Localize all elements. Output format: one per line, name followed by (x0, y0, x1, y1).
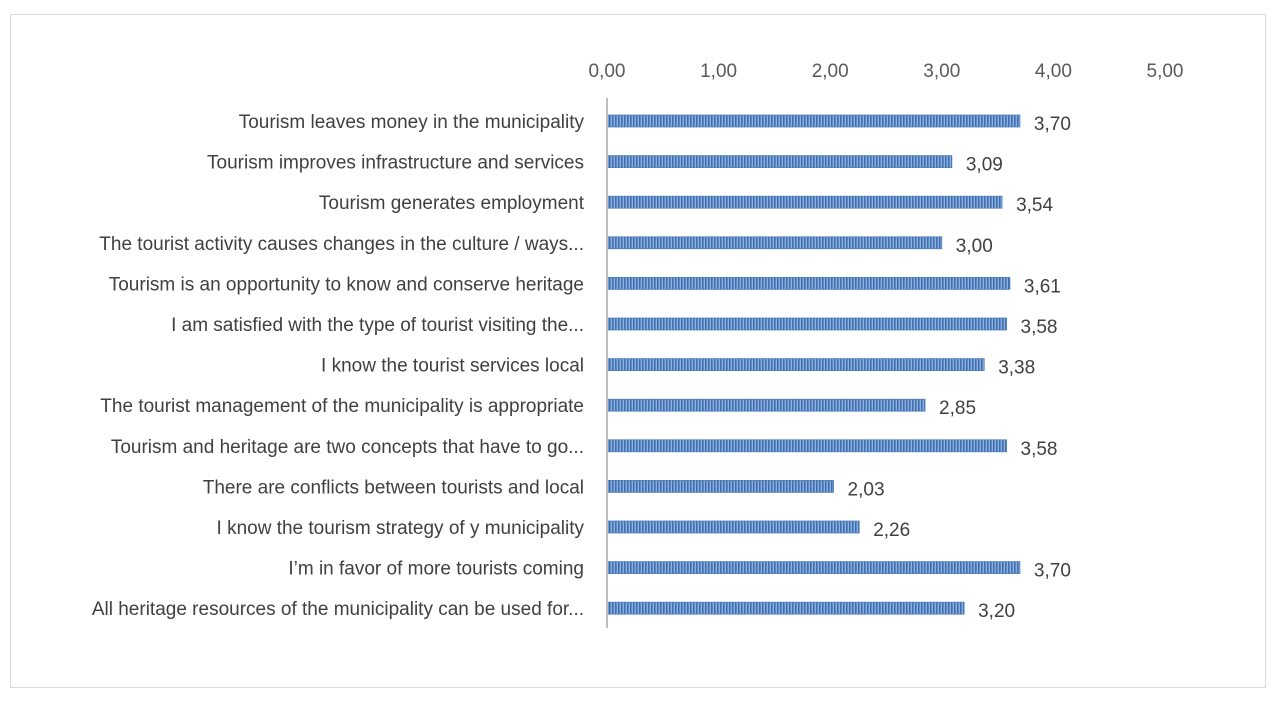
data-label: 3,38 (998, 358, 1035, 379)
bar (607, 479, 834, 493)
data-label: 3,00 (956, 236, 993, 257)
category-label: The tourist management of the municipali… (100, 396, 584, 417)
category-label: I know the tourist services local (321, 356, 584, 377)
data-label: 3,70 (1034, 114, 1071, 135)
bar (607, 114, 1021, 128)
data-label: 2,85 (939, 398, 976, 419)
category-label: Tourism and heritage are two concepts th… (111, 437, 584, 458)
x-axis-ticks: 0,00 1,00 2,00 3,00 4,00 5,00 (589, 61, 1184, 82)
data-label: 3,09 (966, 155, 1003, 176)
bar (607, 439, 1007, 453)
bar (607, 155, 953, 169)
x-tick-label: 5,00 (1147, 61, 1184, 82)
category-label: Tourism is an opportunity to know and co… (109, 274, 584, 295)
data-label: 3,54 (1016, 195, 1053, 216)
category-label: I know the tourism strategy of y municip… (217, 518, 585, 539)
x-tick-label: 0,00 (589, 61, 626, 82)
bar (607, 520, 860, 534)
x-tick-label: 3,00 (923, 61, 960, 82)
x-tick-label: 4,00 (1035, 61, 1072, 82)
bar (607, 358, 985, 372)
data-label: 3,70 (1034, 561, 1071, 582)
bar (607, 317, 1007, 331)
bar (607, 398, 926, 412)
data-label: 2,03 (848, 479, 885, 500)
category-label: There are conflicts between tourists and… (203, 477, 584, 498)
data-label: 3,58 (1021, 317, 1058, 338)
bar (607, 561, 1021, 574)
category-label: All heritage resources of the municipali… (92, 599, 584, 620)
bar (607, 236, 943, 250)
category-label: Tourism generates employment (319, 193, 585, 214)
bars (607, 114, 1021, 615)
category-label: Tourism improves infrastructure and serv… (207, 153, 584, 174)
data-label: 3,61 (1024, 276, 1061, 297)
x-tick-label: 1,00 (700, 61, 737, 82)
data-label: 2,26 (873, 520, 910, 541)
data-labels: 3,70 3,09 3,54 3,00 3,61 3,58 3,38 2,85 3,58 2,03… (848, 114, 1071, 622)
data-label: 3,20 (978, 601, 1015, 622)
bar (607, 601, 965, 615)
category-labels: Tourism leaves money in the municipality… (92, 112, 585, 620)
bar (607, 276, 1011, 290)
category-label: I’m in favor of more tourists coming (288, 559, 584, 580)
category-label: Tourism leaves money in the municipality (239, 112, 585, 133)
x-tick-label: 2,00 (812, 61, 849, 82)
category-label: I am satisfied with the type of tourist … (171, 315, 584, 336)
bar (607, 195, 1003, 209)
category-label: The tourist activity causes changes in t… (99, 234, 584, 255)
data-label: 3,58 (1021, 439, 1058, 460)
